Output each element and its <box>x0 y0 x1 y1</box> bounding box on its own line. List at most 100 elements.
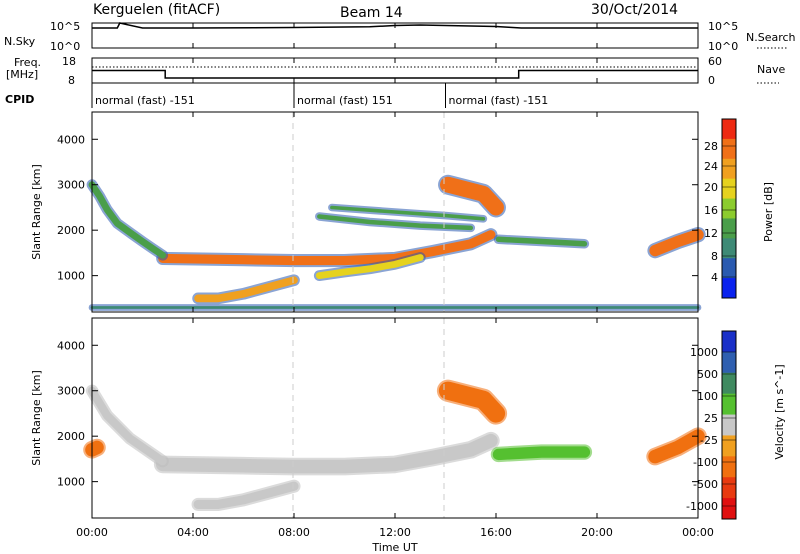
range-tick-label: 3000 <box>57 179 85 192</box>
velocity-features <box>83 379 707 511</box>
colorbar-swatch <box>722 414 736 436</box>
range-tick-label: 1000 <box>57 270 85 283</box>
scatter-band <box>315 254 424 279</box>
scatter-band <box>193 481 299 509</box>
freq-tick-low: 8 <box>68 74 75 87</box>
scatter-band <box>85 440 104 457</box>
nsky-label: N.Sky <box>4 35 36 48</box>
scatter-band <box>317 214 474 231</box>
freq-panel: Freq. [MHz] 18 8 60 0 Nave <box>6 55 785 87</box>
power-colorbar-label: Power [dB] <box>762 182 775 242</box>
range-tick-label: 2000 <box>57 430 85 443</box>
power-colorbar: Power [dB] 28 24 20 16 12 8 4 <box>704 118 775 299</box>
colorbar-tick-label: 500 <box>697 368 718 381</box>
colorbar-swatch <box>722 218 736 239</box>
colorbar-swatch <box>722 498 736 520</box>
colorbar-tick-label: 100 <box>697 390 718 403</box>
power-y-ticks: 1000 2000 3000 4000 <box>57 133 698 283</box>
colorbar-tick-label: -1000 <box>686 500 718 513</box>
scatter-band <box>649 229 704 257</box>
time-tick-label: 20:00 <box>581 526 613 539</box>
colorbar-swatch <box>722 456 736 478</box>
colorbar-tick-label: -100 <box>693 456 718 469</box>
colorbar-swatch <box>722 372 736 395</box>
colorbar-swatch <box>722 331 736 353</box>
scatter-band <box>495 236 588 247</box>
colorbar-swatch <box>722 477 736 499</box>
velocity-y-ticks: 1000 2000 3000 4000 <box>57 339 698 489</box>
time-axis: 00:00 04:00 08:00 12:00 16:00 20:00 00:00 <box>76 23 714 539</box>
nsky-series <box>92 22 698 29</box>
colorbar-tick-label: 8 <box>711 250 718 263</box>
scatter-band <box>438 381 506 423</box>
scatter-band <box>155 433 498 474</box>
colorbar-swatch <box>722 238 736 259</box>
nsearch-tick-low: 10^0 <box>708 40 738 53</box>
nave-tick-high: 60 <box>708 55 722 68</box>
time-tick-label: 16:00 <box>480 526 512 539</box>
colorbar-swatch <box>722 258 736 279</box>
colorbar-swatch <box>722 178 736 200</box>
freq-unit-label: [MHz] <box>6 68 38 81</box>
nave-label: Nave <box>757 63 785 76</box>
velocity-colorbar: Velocity [m s^-1] 1000 500 100 25 -25 -100 -50… <box>686 330 786 520</box>
time-tick-label: 08:00 <box>278 526 310 539</box>
freq-tick-high: 18 <box>62 55 76 68</box>
colorbar-swatch <box>722 198 736 219</box>
scatter-band <box>330 205 486 221</box>
range-tick-label: 4000 <box>57 339 85 352</box>
beam-title: Beam 14 <box>340 5 403 21</box>
nsky-tick-low: 10^0 <box>50 40 80 53</box>
cpid-segment-label: normal (fast) -151 <box>449 94 549 107</box>
time-tick-label: 12:00 <box>379 526 411 539</box>
freq-series <box>92 69 698 79</box>
cpid-label: CPID <box>5 93 34 106</box>
colorbar-tick-label: 28 <box>704 140 718 153</box>
nsearch-tick-high: 10^5 <box>708 20 738 33</box>
scatter-band <box>88 181 167 259</box>
scatter-band <box>648 429 705 464</box>
nsky-tick-high: 10^5 <box>50 20 80 33</box>
freq-label: Freq. <box>14 56 41 69</box>
cpid-segment-label: normal (fast) -151 <box>95 94 195 107</box>
time-tick-label: 04:00 <box>177 526 209 539</box>
colorbar-swatch <box>722 393 736 416</box>
scatter-band <box>87 386 167 466</box>
colorbar-tick-label: 20 <box>704 181 718 194</box>
nsearch-label: N.Search <box>746 31 796 44</box>
colorbar-swatch <box>722 138 736 160</box>
velocity-range-label: Slant Range [km] <box>30 370 43 466</box>
colorbar-swatch <box>722 119 736 140</box>
date-title: 30/Oct/2014 <box>591 2 678 18</box>
station-title: Kerguelen (fitACF) <box>93 2 220 18</box>
time-tick-label: 00:00 <box>682 526 714 539</box>
colorbar-frame <box>721 330 737 520</box>
colorbar-swatch <box>722 278 736 299</box>
colorbar-tick-label: 16 <box>704 204 718 217</box>
colorbar-tick-label: -500 <box>693 478 718 491</box>
scatter-band <box>492 446 591 461</box>
cpid-segment-label: normal (fast) 151 <box>297 94 393 107</box>
power-panel: 1000 2000 3000 4000 Slant Range [km] <box>30 111 706 313</box>
colorbar-frame <box>721 118 737 299</box>
velocity-colorbar-label: Velocity [m s^-1] <box>773 364 786 459</box>
range-tick-label: 4000 <box>57 133 85 146</box>
range-tick-label: 1000 <box>57 476 85 489</box>
velocity-panel: 1000 2000 3000 4000 Slant Range [km] <box>30 317 707 519</box>
colorbar-tick-label: -25 <box>700 434 718 447</box>
time-axis-label: Time UT <box>371 541 417 554</box>
colorbar-tick-label: 25 <box>704 412 718 425</box>
time-tick-label: 00:00 <box>76 526 108 539</box>
scatter-band <box>158 230 496 266</box>
nave-tick-low: 0 <box>708 74 715 87</box>
power-range-label: Slant Range [km] <box>30 164 43 260</box>
range-tick-label: 3000 <box>57 385 85 398</box>
colorbar-swatch <box>722 158 736 180</box>
nsky-panel: N.Sky 10^5 10^0 10^5 10^0 N.Search <box>4 20 796 53</box>
colorbar-tick-label: 4 <box>711 271 718 284</box>
scatter-band <box>194 276 298 303</box>
colorbar-swatch <box>722 435 736 457</box>
cpid-row: CPID normal (fast) -151 normal (fast) 151… <box>5 83 548 108</box>
colorbar-tick-label: 12 <box>704 227 718 240</box>
